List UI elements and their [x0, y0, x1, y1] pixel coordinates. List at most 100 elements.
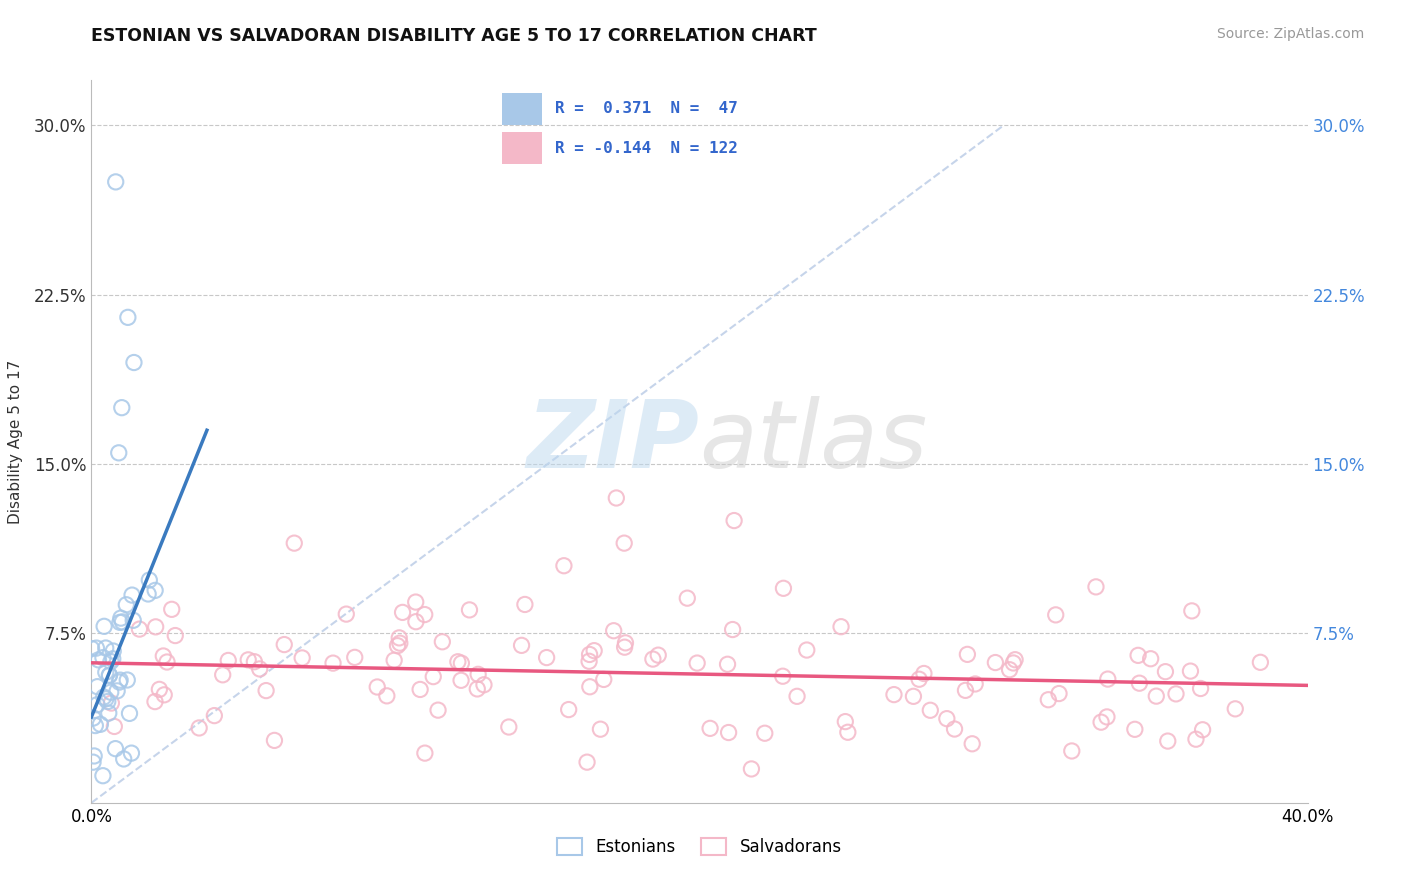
Point [1126, 648, 1149, 663]
Point [382, 653, 405, 667]
Point [108, 675, 131, 690]
Point [796, 643, 818, 657]
Point [1225, 702, 1247, 716]
Point [98, 668, 121, 682]
Point [467, 667, 489, 681]
Point [143, 695, 166, 709]
Point [1095, 710, 1118, 724]
Point [93, 619, 115, 633]
Point [104, 175, 127, 189]
Point [87, 653, 110, 667]
Point [427, 703, 450, 717]
Point [409, 682, 432, 697]
Point [935, 712, 957, 726]
Point [557, 702, 579, 716]
Point [716, 657, 738, 672]
Point [388, 636, 411, 650]
Point [93, 690, 115, 704]
Point [1002, 656, 1025, 670]
Point [110, 611, 132, 625]
Point [721, 623, 744, 637]
Point [1090, 715, 1112, 730]
Point [920, 703, 942, 717]
Point [254, 683, 277, 698]
Point [103, 719, 125, 733]
Point [830, 620, 852, 634]
Text: atlas: atlas [699, 396, 928, 487]
Point [740, 762, 762, 776]
Point [100, 696, 122, 710]
Point [153, 688, 176, 702]
Point [605, 491, 627, 505]
Point [112, 752, 135, 766]
Point [86, 641, 108, 656]
Point [97, 706, 120, 720]
Point [111, 401, 134, 415]
Point [908, 672, 931, 686]
Point [450, 656, 472, 670]
Point [583, 643, 606, 657]
Point [754, 726, 776, 740]
Point [1004, 653, 1026, 667]
Point [111, 615, 134, 629]
Point [883, 688, 905, 702]
Point [94, 640, 117, 655]
Point [472, 678, 495, 692]
Point [1097, 672, 1119, 686]
Point [955, 683, 977, 698]
Point [717, 725, 740, 739]
Point [1045, 607, 1067, 622]
Point [578, 648, 600, 662]
Point [291, 651, 314, 665]
Point [391, 606, 413, 620]
Point [89, 717, 111, 731]
Point [998, 663, 1021, 677]
Point [576, 755, 599, 769]
Point [1249, 656, 1271, 670]
Point [447, 655, 470, 669]
Point [104, 741, 127, 756]
Point [217, 653, 239, 667]
Point [80, 641, 103, 656]
Point [786, 690, 808, 704]
Point [956, 648, 979, 662]
Point [138, 573, 160, 587]
Point [263, 733, 285, 747]
Point [1164, 687, 1187, 701]
Point [450, 673, 472, 688]
Point [510, 639, 533, 653]
Point [375, 689, 398, 703]
Point [1139, 651, 1161, 665]
Point [136, 587, 159, 601]
Point [243, 655, 266, 669]
Point [513, 598, 536, 612]
Point [432, 634, 454, 648]
Point [143, 583, 166, 598]
Point [960, 737, 983, 751]
Point [1084, 580, 1107, 594]
Point [387, 639, 409, 653]
Point [536, 650, 558, 665]
Point [1144, 689, 1167, 703]
Point [772, 669, 794, 683]
Point [1157, 734, 1180, 748]
Point [965, 677, 987, 691]
Text: Source: ZipAtlas.com: Source: ZipAtlas.com [1216, 27, 1364, 41]
Point [122, 613, 145, 627]
Point [579, 680, 602, 694]
Point [903, 690, 925, 704]
Point [91, 650, 114, 665]
Point [1191, 723, 1213, 737]
Point [1038, 692, 1060, 706]
Point [366, 680, 388, 694]
Point [98, 668, 121, 682]
Point [117, 310, 139, 325]
Point [120, 746, 142, 760]
Point [647, 648, 669, 662]
Point [943, 722, 966, 736]
Point [211, 668, 233, 682]
Point [388, 631, 411, 645]
Point [465, 681, 488, 696]
Point [641, 652, 664, 666]
Point [105, 684, 128, 698]
